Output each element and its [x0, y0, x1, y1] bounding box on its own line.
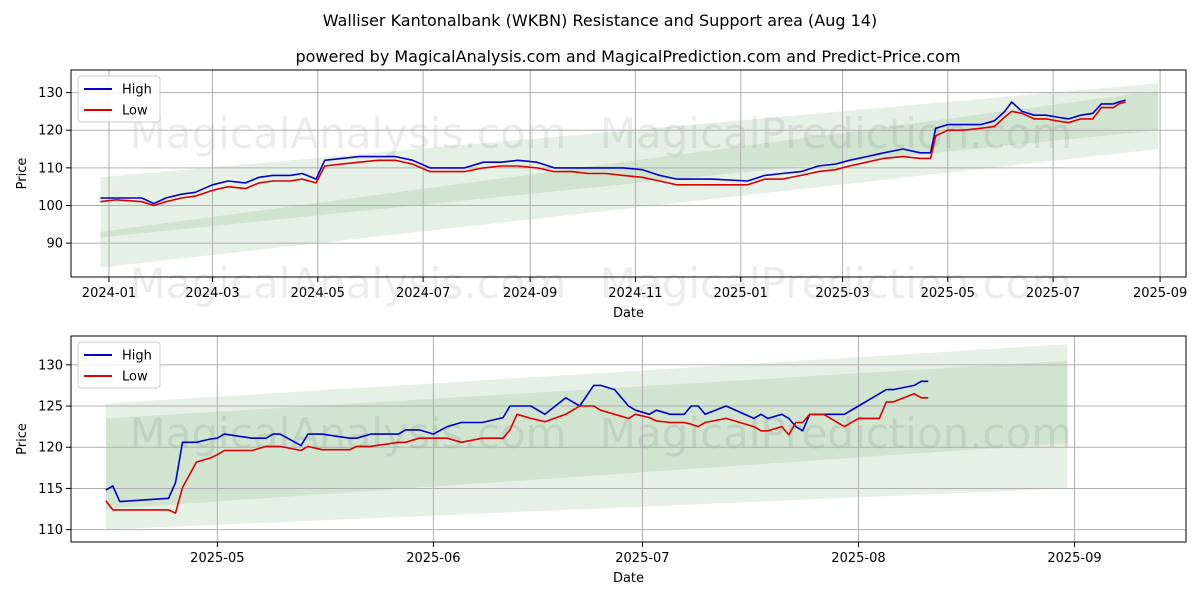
x-tick-label: 2025-07: [1026, 286, 1080, 301]
watermark-text: MagicalPrediction.com: [600, 109, 1073, 158]
y-tick-label: 90: [46, 237, 63, 252]
plot-frame: [70, 335, 1187, 543]
x-tick-label: 2025-05: [190, 551, 244, 566]
x-axis-label: Date: [613, 306, 644, 321]
y-tick-label: 125: [38, 400, 63, 415]
x-tick-label: 2025-05: [921, 286, 975, 301]
x-tick-label: 2024-07: [396, 286, 450, 301]
series-line-high: [105, 380, 929, 503]
chart-subtitle: powered by MagicalAnalysis.com and Magic…: [295, 47, 960, 66]
support-resistance-band-0: [105, 344, 1068, 530]
y-tick-label: 130: [38, 358, 63, 373]
watermark-text: MagicalAnalysis.com: [130, 109, 567, 158]
legend-label-high: High: [122, 349, 152, 364]
chart-title: Walliser Kantonalbank (WKBN) Resistance …: [323, 11, 877, 30]
x-tick-label: 2025-01: [714, 286, 768, 301]
series-group: [105, 380, 929, 515]
top-panel: MagicalAnalysis.com MagicalAnalysis.com Ma…: [15, 69, 1187, 321]
y-tick-label: 115: [38, 482, 63, 497]
watermark-text: MagicalAnalysis.com: [130, 259, 567, 308]
x-tick-label: 2024-05: [291, 286, 345, 301]
x-tick-label: 2025-06: [406, 551, 460, 566]
band-group: [105, 344, 1068, 530]
watermark-text: MagicalPrediction.com: [600, 259, 1073, 308]
x-tick-label: 2024-09: [503, 286, 557, 301]
y-tick-label: 100: [38, 199, 63, 214]
legend-label-low: Low: [122, 104, 148, 119]
y-tick-label: 110: [38, 523, 63, 538]
series-line-high: [100, 99, 1126, 205]
y-axis-label: Price: [15, 158, 30, 190]
support-resistance-band-1: [105, 360, 1068, 510]
x-tick-label: 2025-07: [615, 551, 669, 566]
y-axis-label: Price: [15, 423, 30, 455]
y-tick-label: 130: [38, 86, 63, 101]
legend-label-low: Low: [122, 370, 148, 385]
series-line-low: [100, 101, 1126, 207]
x-tick-label: 2025-08: [831, 551, 885, 566]
x-tick-label: 2024-03: [185, 286, 239, 301]
plot-frame: [70, 69, 1187, 278]
bottom-panel: MagicalAnalysis.com MagicalPrediction.com…: [15, 335, 1187, 586]
legend: High Low: [77, 341, 161, 389]
x-tick-label: 2024-11: [608, 286, 662, 301]
y-tick-label: 110: [38, 161, 63, 176]
series-group: [100, 99, 1126, 207]
legend: High Low: [77, 75, 161, 123]
x-tick-label: 2024-01: [82, 286, 136, 301]
x-tick-label: 2025-09: [1047, 551, 1101, 566]
watermark-text: MagicalPrediction.com: [600, 409, 1073, 458]
x-tick-label: 2025-03: [815, 286, 869, 301]
legend-label-high: High: [122, 83, 152, 98]
y-tick-label: 120: [38, 124, 63, 139]
x-axis-label: Date: [613, 571, 644, 586]
x-tick-label: 2025-09: [1133, 286, 1187, 301]
watermark-text: MagicalAnalysis.com: [130, 409, 567, 458]
support-resistance-band-1: [100, 90, 1159, 238]
series-line-low: [105, 392, 929, 515]
y-tick-label: 120: [38, 441, 63, 456]
